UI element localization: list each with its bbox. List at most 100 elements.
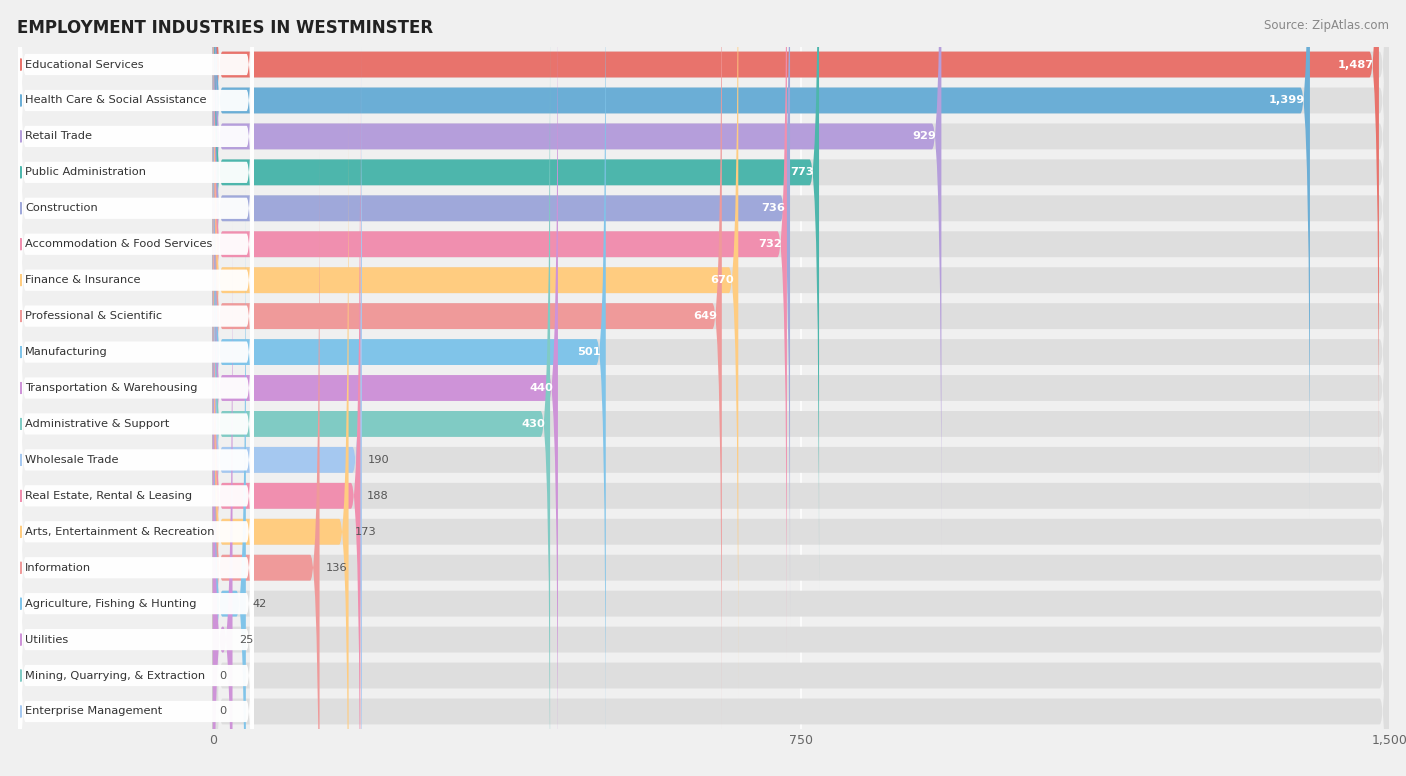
FancyBboxPatch shape xyxy=(17,622,1389,657)
FancyBboxPatch shape xyxy=(212,0,1389,591)
FancyBboxPatch shape xyxy=(212,149,319,776)
Text: Mining, Quarrying, & Extraction: Mining, Quarrying, & Extraction xyxy=(25,670,205,681)
Text: 649: 649 xyxy=(693,311,717,321)
Text: Arts, Entertainment & Recreation: Arts, Entertainment & Recreation xyxy=(25,527,215,537)
FancyBboxPatch shape xyxy=(212,0,1389,627)
FancyBboxPatch shape xyxy=(18,0,253,557)
FancyBboxPatch shape xyxy=(17,119,1389,154)
FancyBboxPatch shape xyxy=(18,0,253,377)
FancyBboxPatch shape xyxy=(17,694,1389,729)
Text: Information: Information xyxy=(25,563,91,573)
FancyBboxPatch shape xyxy=(212,0,1389,663)
Text: Professional & Scientific: Professional & Scientific xyxy=(25,311,162,321)
Text: Accommodation & Food Services: Accommodation & Food Services xyxy=(25,239,212,249)
FancyBboxPatch shape xyxy=(212,0,787,663)
FancyBboxPatch shape xyxy=(212,0,820,591)
FancyBboxPatch shape xyxy=(17,334,1389,370)
FancyBboxPatch shape xyxy=(212,0,942,555)
FancyBboxPatch shape xyxy=(18,362,253,776)
Text: Construction: Construction xyxy=(25,203,98,213)
FancyBboxPatch shape xyxy=(212,42,1389,776)
FancyBboxPatch shape xyxy=(17,154,1389,190)
Text: 440: 440 xyxy=(529,383,553,393)
Text: 0: 0 xyxy=(219,670,226,681)
Text: Finance & Insurance: Finance & Insurance xyxy=(25,275,141,285)
Text: 188: 188 xyxy=(367,491,388,501)
FancyBboxPatch shape xyxy=(212,0,1389,483)
Text: 773: 773 xyxy=(790,168,814,178)
Text: Utilities: Utilities xyxy=(25,635,69,645)
FancyBboxPatch shape xyxy=(212,0,1389,698)
Text: 0: 0 xyxy=(219,706,226,716)
FancyBboxPatch shape xyxy=(18,75,253,701)
FancyBboxPatch shape xyxy=(17,82,1389,119)
FancyBboxPatch shape xyxy=(212,0,1389,734)
FancyBboxPatch shape xyxy=(212,78,360,776)
Text: Administrative & Support: Administrative & Support xyxy=(25,419,169,429)
FancyBboxPatch shape xyxy=(212,113,349,776)
FancyBboxPatch shape xyxy=(212,0,558,776)
Text: 1,487: 1,487 xyxy=(1339,60,1374,70)
Text: Agriculture, Fishing & Hunting: Agriculture, Fishing & Hunting xyxy=(25,598,197,608)
FancyBboxPatch shape xyxy=(212,257,1389,776)
FancyBboxPatch shape xyxy=(17,262,1389,298)
FancyBboxPatch shape xyxy=(18,0,253,521)
FancyBboxPatch shape xyxy=(17,478,1389,514)
FancyBboxPatch shape xyxy=(18,147,253,773)
Text: 136: 136 xyxy=(326,563,347,573)
FancyBboxPatch shape xyxy=(212,293,1389,776)
FancyBboxPatch shape xyxy=(212,0,790,627)
Text: Retail Trade: Retail Trade xyxy=(25,131,91,141)
FancyBboxPatch shape xyxy=(18,0,253,414)
FancyBboxPatch shape xyxy=(212,0,1389,555)
FancyBboxPatch shape xyxy=(17,586,1389,622)
Text: Enterprise Management: Enterprise Management xyxy=(25,706,162,716)
Text: Source: ZipAtlas.com: Source: ZipAtlas.com xyxy=(1264,19,1389,33)
FancyBboxPatch shape xyxy=(212,78,1389,776)
FancyBboxPatch shape xyxy=(212,0,606,771)
FancyBboxPatch shape xyxy=(212,0,1310,519)
FancyBboxPatch shape xyxy=(212,221,232,776)
FancyBboxPatch shape xyxy=(212,0,1389,519)
Text: 670: 670 xyxy=(710,275,734,285)
FancyBboxPatch shape xyxy=(17,406,1389,442)
FancyBboxPatch shape xyxy=(212,113,1389,776)
FancyBboxPatch shape xyxy=(212,0,738,698)
Text: 929: 929 xyxy=(912,131,936,141)
Text: Wholesale Trade: Wholesale Trade xyxy=(25,455,118,465)
FancyBboxPatch shape xyxy=(18,0,253,485)
FancyBboxPatch shape xyxy=(18,0,253,593)
FancyBboxPatch shape xyxy=(17,298,1389,334)
Text: Public Administration: Public Administration xyxy=(25,168,146,178)
Text: 736: 736 xyxy=(762,203,786,213)
Text: Real Estate, Rental & Leasing: Real Estate, Rental & Leasing xyxy=(25,491,193,501)
FancyBboxPatch shape xyxy=(212,149,1389,776)
FancyBboxPatch shape xyxy=(18,219,253,776)
FancyBboxPatch shape xyxy=(17,190,1389,227)
FancyBboxPatch shape xyxy=(17,657,1389,694)
Text: Educational Services: Educational Services xyxy=(25,60,143,70)
Text: 190: 190 xyxy=(368,455,389,465)
FancyBboxPatch shape xyxy=(18,3,253,629)
FancyBboxPatch shape xyxy=(17,47,1389,82)
FancyBboxPatch shape xyxy=(18,327,253,776)
FancyBboxPatch shape xyxy=(17,514,1389,549)
FancyBboxPatch shape xyxy=(212,185,1389,776)
FancyBboxPatch shape xyxy=(212,221,1389,776)
Text: 173: 173 xyxy=(354,527,377,537)
Text: 25: 25 xyxy=(239,635,253,645)
FancyBboxPatch shape xyxy=(17,442,1389,478)
FancyBboxPatch shape xyxy=(212,0,1379,483)
Text: 430: 430 xyxy=(522,419,546,429)
FancyBboxPatch shape xyxy=(18,183,253,776)
FancyBboxPatch shape xyxy=(18,111,253,736)
FancyBboxPatch shape xyxy=(18,40,253,665)
Text: EMPLOYMENT INDUSTRIES IN WESTMINSTER: EMPLOYMENT INDUSTRIES IN WESTMINSTER xyxy=(17,19,433,37)
FancyBboxPatch shape xyxy=(17,227,1389,262)
Text: Manufacturing: Manufacturing xyxy=(25,347,108,357)
FancyBboxPatch shape xyxy=(212,0,721,734)
FancyBboxPatch shape xyxy=(18,0,253,449)
Text: Transportation & Warehousing: Transportation & Warehousing xyxy=(25,383,197,393)
FancyBboxPatch shape xyxy=(18,255,253,776)
Text: 501: 501 xyxy=(578,347,600,357)
